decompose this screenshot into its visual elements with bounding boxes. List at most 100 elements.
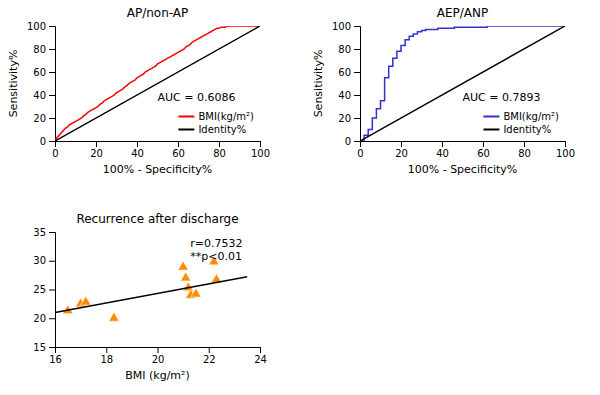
- x-axis: 0 20 40 60 80 100: [357, 141, 575, 159]
- annotation: r=0.7532: [190, 237, 242, 250]
- x-axis: 0 20 40 60 80 100: [52, 141, 270, 159]
- x-axis-line: [56, 348, 261, 354]
- y-tick-mark: [49, 26, 55, 27]
- y-tick-label: 60: [33, 67, 46, 78]
- y-tick-label: 40: [338, 90, 351, 101]
- y-axis: 020406080100: [332, 21, 361, 147]
- x-tick: 60: [172, 141, 185, 159]
- x-tick: 18: [100, 347, 113, 365]
- chart-title: AP/non-AP: [127, 6, 189, 20]
- x-tick-mark: [565, 141, 566, 147]
- y-tick: 20: [33, 113, 55, 124]
- x-tick-mark: [96, 141, 97, 147]
- x-tick: 16: [49, 347, 62, 365]
- scatter-point: [191, 288, 201, 297]
- y-tick: 40: [338, 90, 360, 101]
- x-tick-mark: [209, 347, 210, 353]
- x-tick-label: 60: [172, 148, 185, 159]
- x-tick-label: 0: [357, 148, 363, 159]
- y-tick-label: 80: [338, 44, 351, 55]
- x-tick-label: 22: [203, 354, 216, 365]
- x-tick-label: 20: [395, 148, 408, 159]
- y-tick-mark: [354, 141, 360, 142]
- legend: BMI(kg/m²) Identity%: [178, 111, 254, 135]
- legend-label: BMI(kg/m²): [198, 111, 254, 122]
- legend-swatch: [178, 129, 194, 131]
- legend-item: BMI(kg/m²): [178, 111, 254, 122]
- x-tick-label: 80: [518, 148, 531, 159]
- series-line: [55, 277, 247, 313]
- x-axis-title: BMI (kg/m²): [125, 369, 190, 382]
- x-tick-label: 24: [254, 354, 267, 365]
- x-tick-label: 100: [251, 148, 270, 159]
- y-tick: 60: [338, 67, 360, 78]
- y-tick-label: 25: [33, 284, 46, 295]
- x-tick-label: 40: [436, 148, 449, 159]
- annotation: AUC = 0.6086: [158, 91, 236, 104]
- x-tick: 80: [213, 141, 226, 159]
- legend-label: Identity%: [198, 124, 246, 135]
- x-tick-label: 100: [556, 148, 575, 159]
- x-tick-mark: [260, 141, 261, 147]
- y-tick-label: 60: [338, 67, 351, 78]
- x-tick: 0: [52, 141, 58, 159]
- y-tick-mark: [49, 72, 55, 73]
- y-tick-mark: [49, 232, 55, 233]
- y-tick: 60: [33, 67, 55, 78]
- chart-title: Recurrence after discharge: [76, 212, 238, 226]
- y-tick: 40: [33, 90, 55, 101]
- y-tick-label: 35: [33, 227, 46, 238]
- series-line: [55, 26, 260, 141]
- x-tick-label: 60: [477, 148, 490, 159]
- y-axis: 020406080100: [27, 21, 56, 147]
- y-tick: 0: [40, 136, 55, 147]
- x-tick-label: 40: [131, 148, 144, 159]
- x-tick: 100: [556, 141, 575, 159]
- panel: 16182022241520253035Recurrence after dis…: [33, 212, 267, 382]
- y-tick: 30: [33, 255, 55, 266]
- y-axis-line: [49, 27, 56, 142]
- x-tick: 100: [251, 141, 270, 159]
- x-tick-mark: [106, 347, 107, 353]
- legend-item: BMI(kg/m²): [483, 111, 559, 122]
- x-tick-mark: [178, 141, 179, 147]
- legend-swatch: [483, 129, 499, 131]
- y-tick-label: 80: [33, 44, 46, 55]
- legend-label: Identity%: [503, 124, 551, 135]
- x-tick-label: 20: [152, 354, 165, 365]
- x-tick-label: 0: [52, 148, 58, 159]
- y-tick-mark: [49, 95, 55, 96]
- legend-label: BMI(kg/m²): [503, 111, 559, 122]
- scatter-point: [178, 261, 188, 270]
- legend-item: Identity%: [483, 124, 551, 135]
- x-axis-line: [361, 142, 566, 148]
- y-tick-mark: [49, 141, 55, 142]
- legend-swatch: [483, 116, 499, 118]
- scatter-point: [109, 312, 119, 321]
- x-tick: 20: [90, 141, 103, 159]
- scatter-point: [183, 282, 193, 291]
- y-tick-label: 40: [33, 90, 46, 101]
- y-axis-title: Sensitivity%: [312, 50, 325, 118]
- x-tick: 40: [131, 141, 144, 159]
- y-tick-label: 20: [338, 113, 351, 124]
- x-tick-mark: [442, 141, 443, 147]
- x-axis-title: 100% - Specificity%: [103, 163, 213, 176]
- chart-canvas: 0 20 40 60 80 100 0 20 40 60 80 100 AP/non-AP 100% - …: [0, 0, 600, 395]
- y-tick: 20: [338, 113, 360, 124]
- x-tick-label: 16: [49, 354, 62, 365]
- y-tick: 0: [345, 136, 360, 147]
- series-line: [360, 26, 565, 141]
- x-tick-mark: [524, 141, 525, 147]
- legend: BMI(kg/m²) Identity%: [483, 111, 559, 135]
- y-axis: 1520253035: [33, 227, 55, 353]
- y-tick-mark: [49, 261, 55, 262]
- series-line: [360, 26, 565, 141]
- x-tick: 80: [518, 141, 531, 159]
- x-tick-mark: [219, 141, 220, 147]
- plot-marks: [360, 26, 565, 141]
- y-tick-mark: [49, 49, 55, 50]
- x-tick-mark: [158, 347, 159, 353]
- y-tick: 80: [338, 44, 360, 55]
- scatter-point: [81, 296, 91, 305]
